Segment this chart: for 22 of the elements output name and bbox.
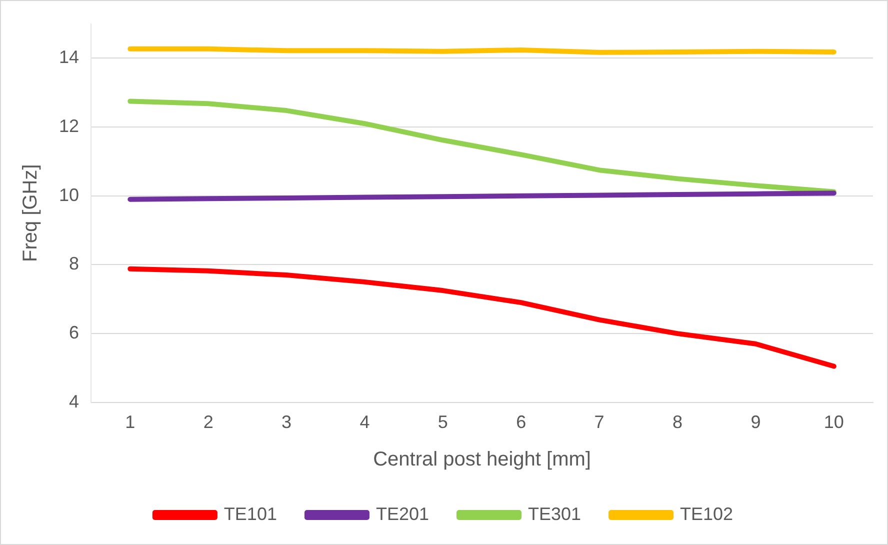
y-axis-title: Freq [GHz]	[20, 164, 42, 262]
legend-label: TE301	[528, 504, 582, 524]
x-tick-label: 1	[125, 412, 136, 432]
x-tick-label: 10	[824, 412, 844, 432]
y-tick-label: 6	[69, 322, 80, 343]
y-tick-label: 8	[69, 254, 80, 274]
x-tick-label: 8	[672, 412, 683, 432]
y-tick-label: 12	[58, 116, 80, 136]
legend-label: TE101	[224, 504, 277, 524]
y-tick-label: 4	[69, 391, 80, 412]
legend-label: TE201	[376, 504, 430, 524]
y-tick-label: 14	[58, 47, 80, 68]
y-tick-label: 10	[58, 184, 80, 205]
x-tick-label: 5	[438, 412, 448, 432]
legend-label: TE102	[680, 504, 734, 524]
x-tick-label: 3	[282, 412, 292, 432]
x-tick-label: 6	[516, 412, 526, 432]
x-tick-label: 4	[360, 412, 370, 432]
x-tick-label: 7	[594, 412, 604, 432]
x-tick-label: 2	[203, 412, 214, 432]
x-tick-label: 9	[750, 412, 761, 432]
x-axis-title: Central post height [mm]	[373, 448, 591, 471]
